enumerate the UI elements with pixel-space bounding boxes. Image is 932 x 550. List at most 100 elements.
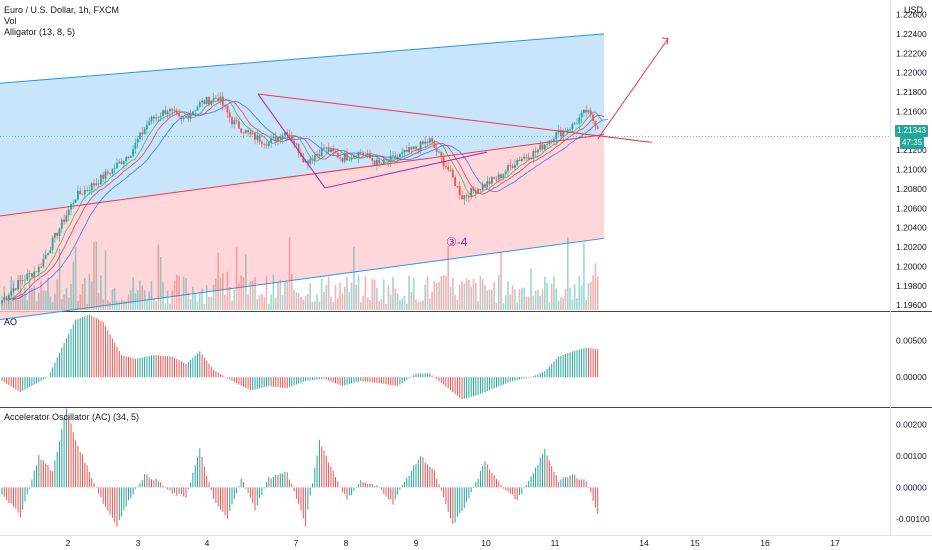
volume-bar — [580, 285, 583, 310]
ao-bar — [128, 356, 129, 378]
ao-bar — [42, 377, 44, 380]
ao-label[interactable]: AO — [4, 317, 18, 327]
candle-body — [525, 156, 528, 158]
candle-body — [373, 160, 376, 165]
volume-bar — [295, 292, 298, 310]
ac-bar — [109, 487, 111, 515]
ao-bar — [52, 367, 54, 378]
candle-body — [208, 97, 210, 105]
volume-bar — [419, 301, 422, 310]
ao-bar — [454, 377, 456, 394]
symbol-title[interactable]: Euro / U.S. Dollar, 1h, FXCM — [4, 5, 120, 15]
candle-body — [424, 141, 427, 144]
candle-body — [86, 189, 88, 191]
volume-bar — [120, 299, 123, 310]
candle-body — [451, 169, 454, 178]
ao-bar — [335, 377, 336, 384]
candle-body — [217, 98, 220, 101]
ao-bar — [203, 357, 205, 378]
ac-bar — [436, 478, 438, 488]
volume-bar — [134, 293, 137, 310]
candle-body — [562, 130, 565, 137]
volume-bar — [203, 303, 206, 310]
ao-bar — [560, 355, 562, 378]
volume-bar — [452, 278, 454, 310]
volume-bar — [33, 285, 35, 310]
candle-body — [509, 165, 512, 166]
ac-bar — [148, 477, 150, 488]
ac-bar — [312, 483, 313, 488]
ac-bar — [521, 487, 523, 495]
volume-bar — [88, 274, 91, 310]
vol-label[interactable]: Vol — [4, 16, 17, 26]
ao-bar — [321, 377, 323, 379]
volume-bar — [176, 275, 178, 310]
ao-bar — [415, 373, 417, 378]
ac-bar — [128, 487, 129, 501]
volume-bar — [346, 276, 348, 310]
ao-bar — [82, 317, 83, 378]
ao-bar — [22, 377, 24, 391]
candle-body — [589, 110, 592, 115]
candle-body — [221, 96, 224, 106]
ao-bar — [240, 377, 242, 386]
candle-body — [136, 139, 139, 143]
ac-bar — [530, 476, 532, 488]
ac-bar — [185, 487, 187, 498]
ac-bar — [578, 479, 580, 488]
ao-bar — [339, 377, 341, 386]
candle-body — [382, 159, 385, 164]
price-tick-label: 1.22200 — [896, 48, 927, 58]
ac-label[interactable]: Accelerator Oscillator (AC) (34, 5) — [4, 412, 140, 422]
candle-body — [180, 116, 183, 119]
ac-bar — [236, 487, 238, 494]
alligator-label[interactable]: Alligator (13, 8, 5) — [4, 27, 76, 37]
ao-bar — [105, 326, 106, 378]
candle-body — [228, 112, 231, 118]
ac-bar — [351, 487, 353, 496]
ac-bar — [263, 487, 265, 489]
candle-body — [19, 280, 22, 281]
volume-bar — [477, 301, 479, 310]
ac-bar — [279, 473, 281, 488]
volume-bar — [585, 299, 587, 310]
ac-bar — [390, 487, 392, 500]
ao-bar — [330, 377, 332, 382]
candle-body — [210, 100, 213, 105]
ac-bar — [249, 487, 251, 499]
volume-bar — [162, 282, 164, 310]
ac-bar — [284, 471, 286, 488]
currency-label[interactable]: USD — [904, 5, 924, 15]
volume-bar — [479, 276, 482, 310]
candle-body — [40, 266, 42, 268]
wave-label: ③-4 — [446, 235, 468, 249]
candle-body — [196, 106, 199, 111]
ao-bar — [369, 377, 371, 383]
ao-bar — [505, 377, 507, 384]
candle-body — [336, 153, 339, 158]
volume-bar — [56, 279, 58, 310]
candle-body — [157, 117, 160, 119]
candle-body — [594, 120, 597, 127]
candle-body — [56, 232, 59, 236]
volume-bar — [330, 296, 332, 310]
price-tick-label: 1.21800 — [896, 87, 927, 97]
volume-bar — [376, 287, 378, 310]
volume-bar — [279, 279, 282, 310]
ac-bar — [26, 487, 28, 495]
ac-bar — [408, 475, 410, 488]
volume-bar — [222, 273, 224, 310]
volume-bar — [169, 303, 171, 310]
ac-bar — [151, 479, 152, 488]
ac-bar — [371, 484, 373, 488]
volume-bar — [583, 242, 585, 310]
volume-bar — [270, 294, 272, 310]
ao-bar — [118, 350, 120, 378]
ac-bar — [335, 477, 336, 488]
volume-bar — [123, 300, 125, 310]
volume-bar — [472, 278, 475, 310]
candle-body — [523, 156, 525, 159]
candle-body — [12, 288, 15, 292]
volume-bar — [201, 288, 203, 310]
